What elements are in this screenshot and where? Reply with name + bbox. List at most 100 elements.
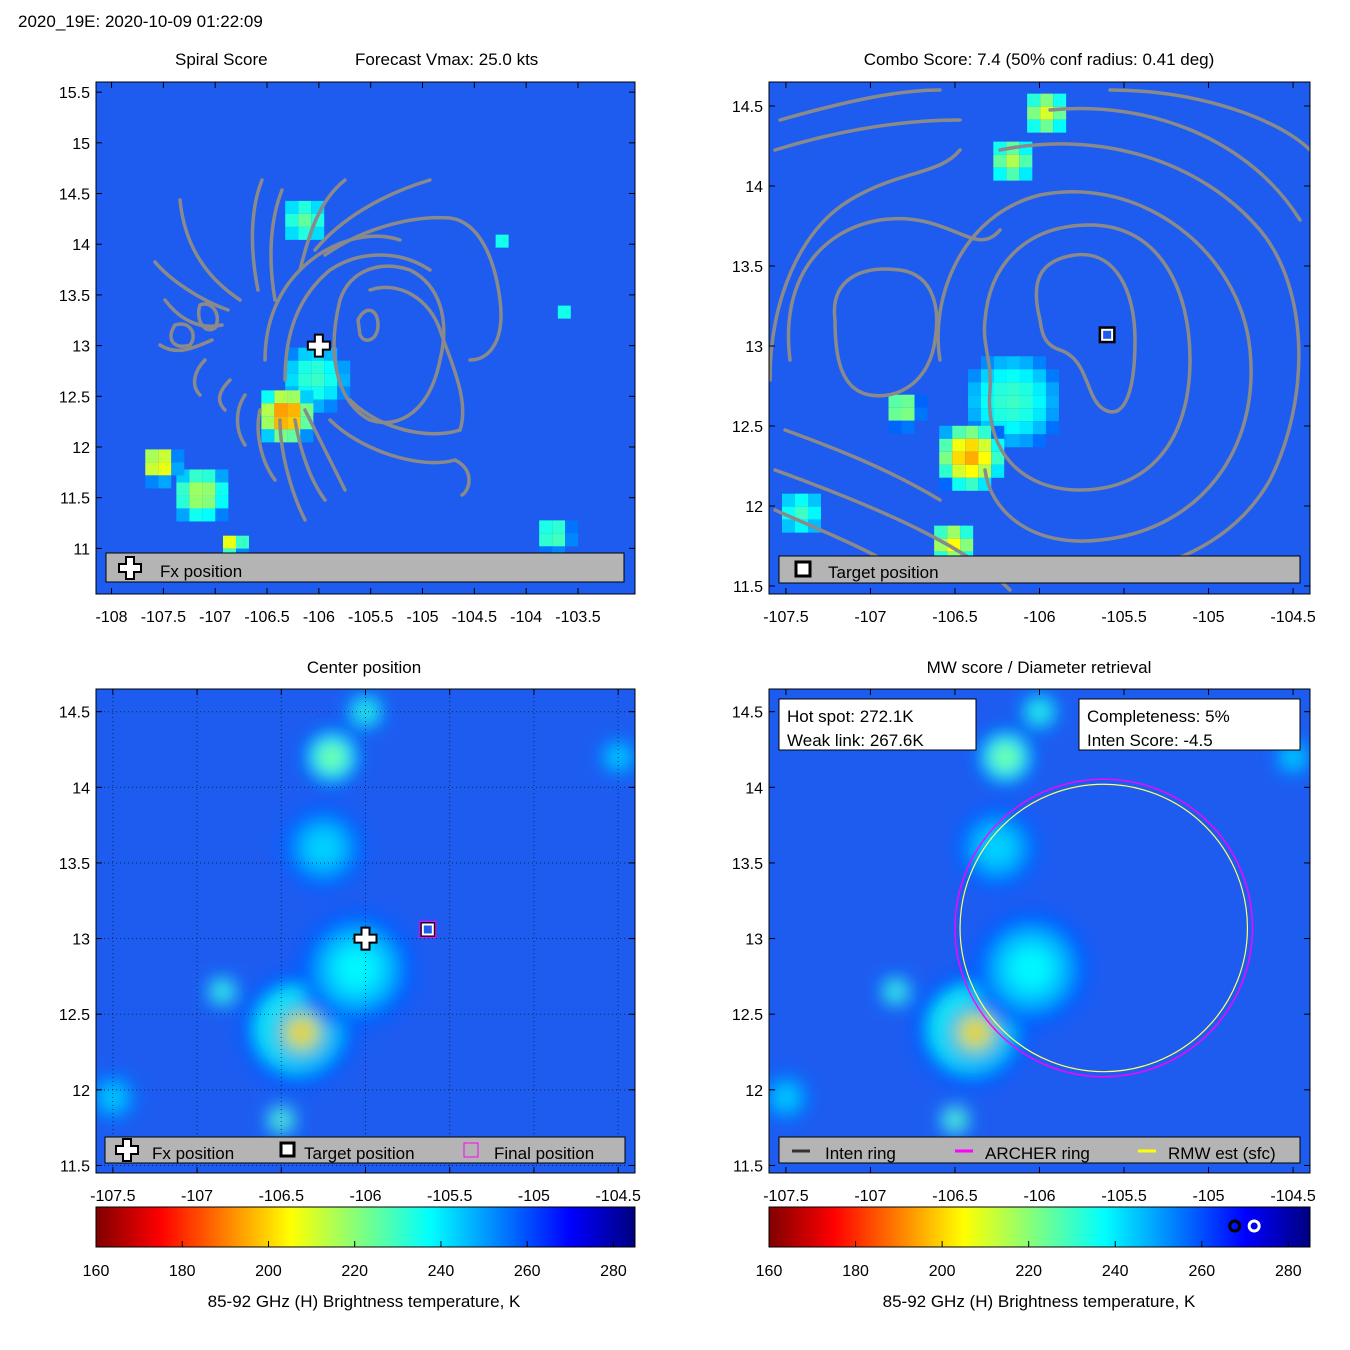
- tb-pixel: [1019, 154, 1033, 168]
- tb-pixel: [1032, 408, 1046, 422]
- tb-pixel: [1040, 119, 1054, 133]
- fx-position-marker: [353, 926, 378, 951]
- tb-blob: [215, 984, 230, 999]
- tb-pixel: [939, 451, 953, 465]
- y-tick-label: 13.5: [59, 288, 90, 305]
- tb-pixel: [1045, 408, 1059, 422]
- tb-pixel: [1019, 408, 1033, 422]
- y-tick-label: 13.5: [732, 856, 763, 873]
- y-tick-label: 13: [72, 339, 90, 356]
- tb-pixel: [978, 425, 992, 439]
- tb-pixel: [993, 141, 1007, 155]
- combo-contours: [769, 88, 1310, 592]
- tb-pixel: [158, 462, 172, 476]
- tb-pixel: [287, 390, 301, 404]
- y-tick-label: 12.5: [732, 1007, 763, 1024]
- rmw-ring: [959, 783, 1249, 1073]
- y-tick-label: 12.5: [59, 1007, 90, 1024]
- tb-pixel: [557, 305, 571, 319]
- spiral-ticks: -108 -107.5 -107 -106.5 -106 -105.5 -105 -104.5…: [59, 82, 635, 626]
- colorbar-tick-label: 180: [842, 1263, 869, 1280]
- tb-pixel: [888, 394, 902, 408]
- tb-pixel: [145, 462, 159, 476]
- colorbar-left-ticks: 160 180 200 220 240 260 280: [83, 1241, 627, 1280]
- colorbar-tick-label: 240: [428, 1263, 455, 1280]
- center-ticks: -107.5 -107 -106.5 -106 -105.5 -105 -104.5 11.5…: [59, 689, 641, 1205]
- tb-pixel: [795, 493, 808, 507]
- tb-pixel: [952, 477, 966, 491]
- tb-pixel: [1027, 93, 1041, 107]
- spiral-contours: [153, 178, 503, 522]
- tb-pixel: [993, 395, 1007, 409]
- tb-pixel: [298, 347, 312, 361]
- tb-pixel: [952, 438, 966, 452]
- completeness-text: Completeness: 5%: [1087, 707, 1230, 726]
- mw-panel: -107.5 -107 -106.5 -106 -105.5 -105 -104.5 11.5…: [732, 688, 1316, 1205]
- final-position-marker: [419, 920, 437, 939]
- tb-pixel: [1032, 382, 1046, 396]
- tb-pixel: [1053, 93, 1067, 107]
- tb-pixel: [202, 482, 216, 496]
- x-tick-label: -104.5: [452, 609, 497, 626]
- tb-pixel: [176, 495, 190, 509]
- tb-pixel: [1019, 382, 1033, 396]
- combo-legend-target: Target position: [828, 563, 939, 582]
- tb-pixel: [978, 438, 992, 452]
- y-tick-label: 14.5: [732, 705, 763, 722]
- tb-pixel: [324, 399, 338, 413]
- tb-pixel: [967, 382, 981, 396]
- tb-pixel: [991, 451, 1005, 465]
- x-tick-label: -105: [1193, 609, 1225, 626]
- y-tick-label: 13.5: [732, 259, 763, 276]
- x-tick-label: -106.5: [932, 609, 977, 626]
- tb-pixel: [176, 482, 190, 496]
- tb-pixel: [808, 506, 821, 520]
- combo-panel: -107.5 -107 -106.5 -106 -105.5 -105 -104.5 11.5…: [732, 81, 1316, 626]
- tb-pixel: [1040, 93, 1054, 107]
- target-position-marker: [1098, 326, 1116, 344]
- tb-pixel: [261, 429, 275, 443]
- fx-position-marker: [306, 333, 331, 358]
- tb-pixel: [189, 495, 203, 509]
- fx-marker-icon: [115, 1138, 139, 1162]
- tb-pixel: [298, 373, 312, 387]
- colorbar-tick-label: 280: [1275, 1263, 1302, 1280]
- target-position-marker: [419, 920, 437, 938]
- center-legend-fx: Fx position: [152, 1144, 234, 1163]
- tb-pixel: [215, 495, 229, 509]
- y-tick-label: 12: [72, 440, 90, 457]
- tb-blob: [1031, 703, 1048, 720]
- tb-pixel: [324, 373, 338, 387]
- tb-pixel: [145, 475, 159, 489]
- tb-pixel: [965, 425, 979, 439]
- tb-pixel: [539, 520, 553, 534]
- tb-pixel: [980, 382, 994, 396]
- tb-pixel: [952, 451, 966, 465]
- tb-blob: [289, 1020, 314, 1045]
- y-tick-label: 13: [745, 339, 763, 356]
- tb-pixel: [967, 408, 981, 422]
- white-ring-marker: [1247, 1219, 1261, 1233]
- x-tick-label: -106: [303, 609, 335, 626]
- tb-pixel: [939, 425, 953, 439]
- mw-legend-rmw: RMW est (sfc): [1168, 1144, 1276, 1163]
- x-tick-label: -106.5: [932, 1188, 977, 1205]
- tb-pixel: [539, 533, 553, 547]
- tb-pixel: [565, 520, 579, 534]
- tb-pixel: [223, 535, 237, 549]
- x-tick-label: -105: [518, 1188, 550, 1205]
- spiral-legend-fx: Fx position: [160, 562, 242, 581]
- x-tick-label: -107: [854, 609, 886, 626]
- tb-pixel: [965, 464, 979, 478]
- colorbar-right: 160 180 200 220 240 260 280: [756, 1206, 1311, 1280]
- spiral-subtitle: Forecast Vmax: 25.0 kts: [355, 50, 539, 69]
- tb-pixel: [176, 508, 190, 522]
- tb-pixel: [967, 395, 981, 409]
- x-tick-label: -107.5: [90, 1188, 135, 1205]
- tb-blob: [333, 945, 381, 993]
- tb-pixel: [993, 369, 1007, 383]
- tb-pixel: [1006, 395, 1020, 409]
- tb-pixel: [888, 407, 902, 421]
- tb-pixel: [1045, 382, 1059, 396]
- y-tick-label: 11.5: [733, 1158, 763, 1175]
